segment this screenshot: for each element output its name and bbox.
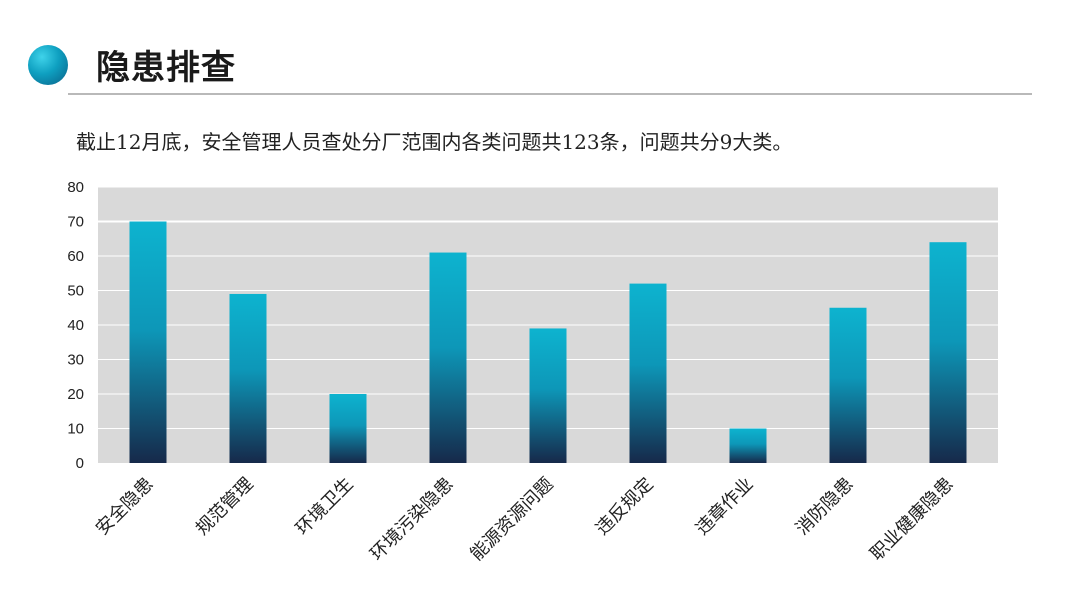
- bar: [629, 283, 667, 463]
- bar: [129, 221, 167, 463]
- y-tick-label: 60: [67, 248, 84, 265]
- x-tick-label: 违反规定: [592, 474, 658, 540]
- x-tick-label: 能源资源问题: [466, 474, 557, 565]
- y-axis: 0 10 20 30 40 50 60 70 80: [67, 179, 84, 472]
- bar: [229, 293, 267, 463]
- header-divider: [68, 93, 1032, 95]
- x-tick-label: 消防隐患: [792, 474, 858, 540]
- bar: [929, 242, 967, 463]
- summary-text: 截止12月底，安全管理人员查处分厂范围内各类问题共123条，问题共分9大类。: [76, 130, 793, 154]
- y-tick-label: 0: [76, 455, 84, 472]
- x-tick-label: 环境卫生: [292, 474, 358, 540]
- y-tick-label: 30: [67, 352, 84, 369]
- bar: [529, 328, 567, 463]
- x-tick-label: 职业健康隐患: [866, 474, 957, 565]
- y-tick-label: 50: [67, 283, 84, 300]
- y-tick-label: 20: [67, 386, 84, 403]
- y-tick-label: 40: [67, 317, 84, 334]
- y-tick-label: 70: [67, 214, 84, 231]
- bar: [329, 394, 367, 463]
- x-tick-label: 安全隐患: [92, 474, 158, 540]
- y-tick-label: 10: [67, 421, 84, 438]
- x-tick-label: 违章作业: [692, 474, 758, 540]
- bar: [429, 252, 467, 463]
- header-bullet-icon: [28, 45, 68, 85]
- x-tick-label: 环境污染隐患: [366, 474, 457, 565]
- bar: [829, 307, 867, 463]
- x-tick-label: 规范管理: [192, 474, 258, 540]
- bars: [129, 221, 967, 463]
- y-tick-label: 80: [67, 179, 84, 196]
- bar: [729, 428, 767, 463]
- page-title: 隐患排查: [96, 48, 236, 88]
- x-axis: 安全隐患 规范管理 环境卫生 环境污染隐患 能源资源问题 违反规定 违章作业 消防隐患 职业健康…: [92, 474, 958, 565]
